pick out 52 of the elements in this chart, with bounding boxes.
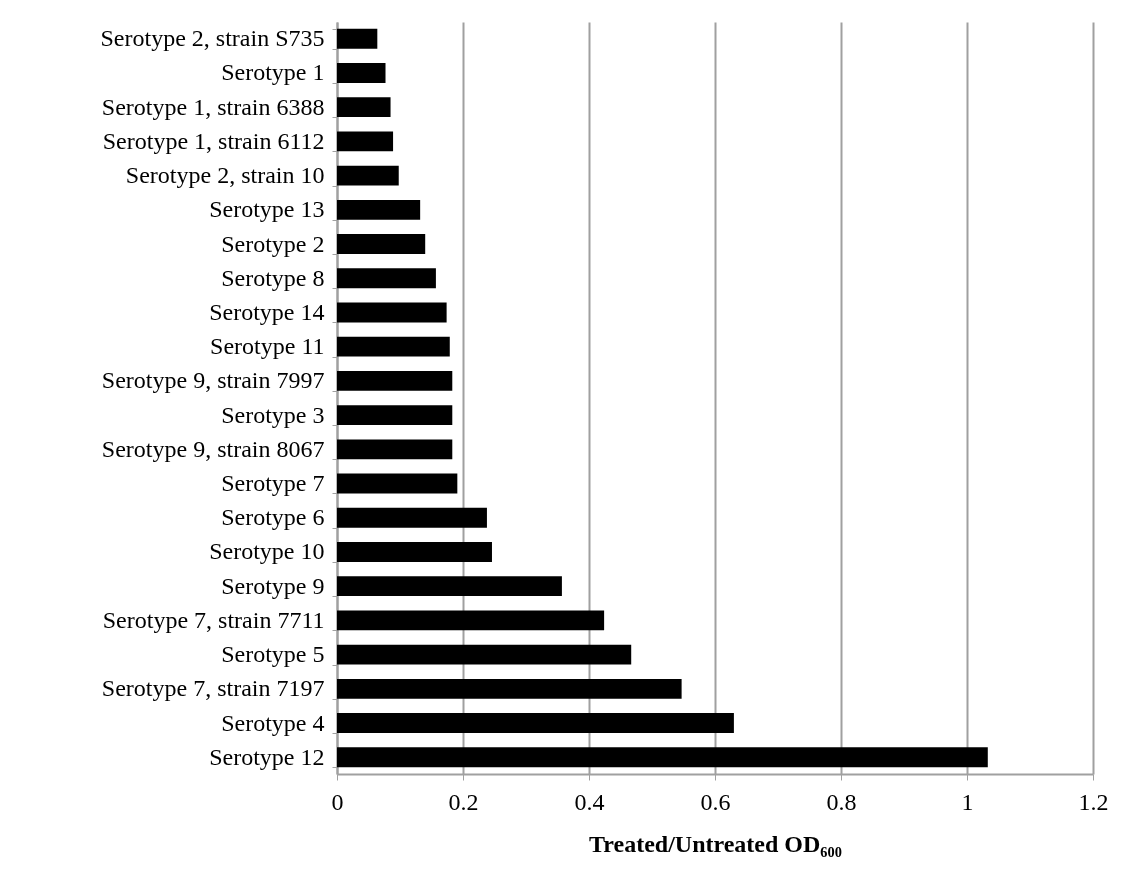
bar xyxy=(337,28,378,49)
y-tick-label: Serotype 5 xyxy=(221,641,325,668)
y-tick-label: Serotype 14 xyxy=(209,298,325,325)
y-tick-label: Serotype 10 xyxy=(209,538,325,565)
bar xyxy=(337,644,632,665)
x-tick-label: 0.2 xyxy=(448,788,479,815)
bar xyxy=(337,678,682,699)
x-tick-label: 1 xyxy=(961,788,974,815)
y-tick-label: Serotype 9, strain 7997 xyxy=(101,367,325,394)
y-tick-label: Serotype 2, strain 10 xyxy=(125,162,325,189)
bar xyxy=(337,336,450,357)
bar xyxy=(337,542,492,562)
bar xyxy=(337,439,453,460)
y-tick-label: Serotype 6 xyxy=(221,504,325,531)
bar xyxy=(337,576,562,597)
bar xyxy=(337,405,453,426)
x-tick-label: 0.4 xyxy=(574,788,605,815)
y-tick-label: Serotype 12 xyxy=(209,743,325,770)
bar xyxy=(337,97,391,118)
y-tick-label: Serotype 4 xyxy=(221,709,325,736)
y-tick-label: Serotype 8 xyxy=(221,264,325,291)
bar xyxy=(337,507,487,528)
bar xyxy=(337,473,458,494)
bar xyxy=(337,63,386,83)
y-tick-label: Serotype 1, strain 6388 xyxy=(101,93,325,120)
bar xyxy=(337,234,426,254)
y-tick-label: Serotype 1, strain 6112 xyxy=(102,127,325,154)
x-tick-label: 0 xyxy=(331,788,344,815)
y-tick-label: Serotype 13 xyxy=(209,196,325,223)
y-tick-label: Serotype 9 xyxy=(221,572,325,599)
x-tick-label: 0.6 xyxy=(700,788,731,815)
y-tick-label: Serotype 7 xyxy=(221,470,325,497)
y-tick-label: Serotype 2 xyxy=(221,230,325,257)
y-tick-label: Serotype 7, strain 7711 xyxy=(102,606,325,633)
bar xyxy=(337,268,436,289)
x-tick-label: 0.8 xyxy=(826,788,857,815)
y-tick-label: Serotype 3 xyxy=(221,401,325,428)
bar xyxy=(337,302,447,323)
bar xyxy=(337,610,605,631)
x-axis-title: Treated/Untreated OD₆₀₀ xyxy=(589,830,842,857)
y-tick-label: Serotype 11 xyxy=(210,333,325,360)
bar xyxy=(337,713,734,733)
y-tick-label: Serotype 7, strain 7197 xyxy=(101,675,325,702)
bar xyxy=(337,199,421,220)
bar xyxy=(337,370,453,391)
bar xyxy=(337,165,399,186)
y-tick-label: Serotype 1 xyxy=(221,59,325,86)
y-tick-label: Serotype 2, strain S735 xyxy=(100,25,325,52)
bar xyxy=(337,747,988,768)
x-tick-label: 1.2 xyxy=(1078,788,1109,815)
bar xyxy=(337,131,394,152)
y-tick-label: Serotype 9, strain 8067 xyxy=(101,435,325,462)
